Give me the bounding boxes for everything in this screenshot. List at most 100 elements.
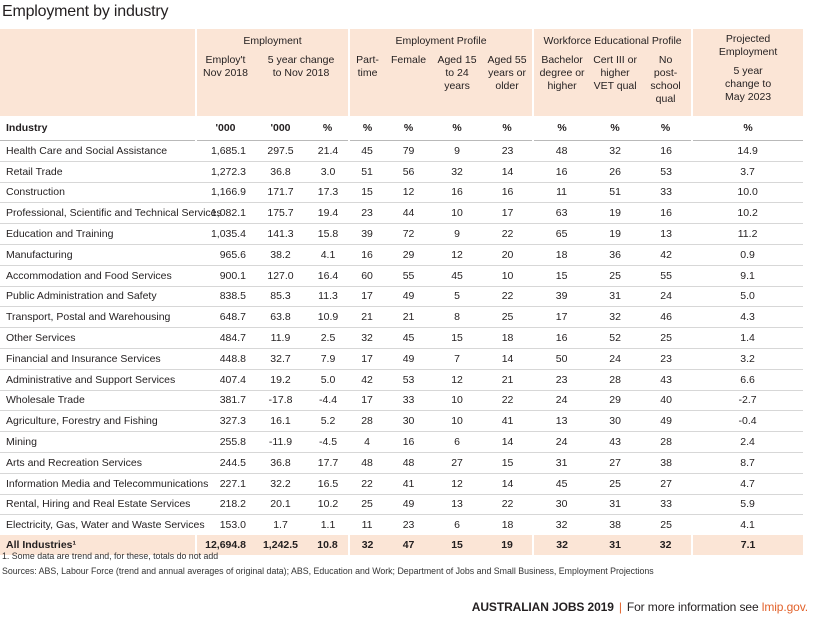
subheader-parttime-text: Part-time [356, 54, 379, 79]
table-cell: 43 [640, 368, 693, 391]
table-cell: 9 [432, 223, 483, 245]
subheader-change-text: 5 year change to Nov 2018 [267, 54, 335, 79]
table-cell: 32.2 [254, 472, 307, 495]
table-cell: 10 [432, 410, 483, 432]
table-cell: 38.2 [254, 243, 307, 266]
table-cell: -4.4 [307, 389, 350, 411]
table-cell: 38 [590, 514, 641, 536]
table-cell: 27 [590, 451, 641, 474]
total-cell: 7.1 [691, 535, 804, 556]
table-cell: 15 [482, 451, 534, 474]
table-cell: 18 [533, 243, 591, 266]
table-cell: 19.2 [254, 368, 307, 391]
table-cell: 10.9 [307, 306, 350, 328]
industry-name: Administrative and Support Services [0, 368, 196, 391]
table-cell: 50 [533, 347, 591, 370]
table-body: Health Care and Social Assistance 1,685.1… [0, 140, 804, 536]
table-cell: 55 [385, 264, 433, 287]
table-cell: 53 [640, 160, 693, 183]
table-cell: 23 [533, 368, 591, 391]
table-cell: 28 [640, 431, 693, 453]
table-cell: 15 [432, 327, 483, 349]
table-cell: 5.9 [692, 493, 804, 515]
table-cell: 22 [482, 493, 534, 515]
subheader-aged1524: Aged 15 to 24 years [432, 53, 483, 116]
table-cell: 29 [385, 243, 433, 266]
header-blank-2 [0, 53, 196, 116]
table-cell: 32 [590, 140, 641, 162]
table-cell: 24 [533, 389, 591, 411]
table-cell: 965.6 [196, 243, 254, 266]
table-cell: 36.8 [254, 160, 307, 183]
table-cell: 42 [640, 243, 693, 266]
table-cell: 11 [349, 514, 386, 536]
table-cell: 448.8 [196, 347, 254, 370]
table-cell: 5.2 [307, 410, 350, 432]
table-cell: 25 [590, 264, 641, 287]
table-cell: 10.2 [692, 202, 804, 224]
table-cell: 51 [349, 160, 386, 183]
table-cell: 25 [482, 306, 534, 328]
table-cell: 4.3 [692, 306, 804, 328]
table-row: Other Services 484.7 11.9 2.5 32 45 15 18 16 52 25… [0, 327, 804, 349]
table-row: Retail Trade 1,272.3 36.8 3.0 51 56 32 14 16 26 53… [0, 160, 804, 183]
total-cell: 32 [640, 535, 693, 556]
total-cell: 32 [348, 535, 386, 556]
table-cell: 29 [590, 389, 641, 411]
table-row: Construction 1,166.9 171.7 17.3 15 12 16 16 11 51… [0, 181, 804, 203]
table-cell: 5.0 [307, 368, 350, 391]
table-row: Transport, Postal and Warehousing 648.7 63… [0, 306, 804, 328]
table-cell: 12 [432, 243, 483, 266]
unit-cell: '000 [270, 122, 291, 134]
table-cell: 25 [640, 514, 693, 536]
table-cell: 1,685.1 [196, 140, 254, 162]
subheader-bachelor: Bachelor degree or higher [532, 53, 591, 116]
table-cell: 16 [432, 181, 483, 203]
total-row: All Industries¹ 12,694.8 1,242.5 10.8 32 47 15… [0, 535, 804, 556]
group-employment: Employment [194, 29, 350, 53]
table-cell: 43 [590, 431, 641, 453]
table-cell: 17 [482, 202, 534, 224]
table-cell: 25 [590, 472, 641, 495]
subheader-female: Female [385, 53, 433, 116]
table-cell: 4.1 [307, 243, 350, 266]
table-cell: 45 [533, 472, 591, 495]
subheader-parttime: Part-time [348, 53, 386, 116]
industry-name: Public Administration and Safety [0, 285, 196, 307]
table-cell: 175.7 [254, 202, 307, 224]
table-cell: 297.5 [254, 140, 307, 162]
brand-link[interactable]: lmip.gov. [761, 600, 808, 614]
table-cell: 8 [432, 306, 483, 328]
unit-cell: % [348, 116, 386, 141]
table-cell: 24 [533, 431, 591, 453]
table-cell: 23 [482, 140, 534, 162]
table-cell: 10 [432, 202, 483, 224]
subheader-cert-text: Cert III or higher VET qual [593, 54, 637, 92]
table-cell: 9.1 [692, 264, 804, 287]
subheader-aged1524-text: Aged 15 to 24 years [437, 54, 477, 92]
subheader-aged55-text: Aged 55 years or older [487, 54, 527, 92]
table-cell: 4.7 [692, 472, 804, 495]
table-cell: 14 [482, 472, 534, 495]
table-cell: 4 [349, 431, 386, 453]
table-cell: 227.1 [196, 472, 254, 495]
total-cell: 15 [432, 535, 483, 556]
industry-name: Health Care and Social Assistance [0, 140, 196, 162]
table-cell: 22 [482, 223, 534, 245]
total-cell: 31 [590, 535, 641, 556]
total-cell: 10.8 [307, 535, 350, 556]
table-row: Agriculture, Forestry and Fishing 327.3 16… [0, 410, 804, 432]
table-cell: 2.5 [307, 327, 350, 349]
table-cell: 2.4 [692, 431, 804, 453]
table-cell: 56 [385, 160, 433, 183]
industry-name: Mining [0, 431, 196, 453]
industry-name: Rental, Hiring and Real Estate Services [0, 493, 196, 515]
table-cell: 32 [432, 160, 483, 183]
table-cell: 17 [533, 306, 591, 328]
table-cell: 33 [640, 181, 693, 203]
table-cell: 1,272.3 [196, 160, 254, 183]
table-cell: 407.4 [196, 368, 254, 391]
total-cell: 47 [385, 535, 433, 556]
table-cell: 13 [640, 223, 693, 245]
table-cell: 6.6 [692, 368, 804, 391]
